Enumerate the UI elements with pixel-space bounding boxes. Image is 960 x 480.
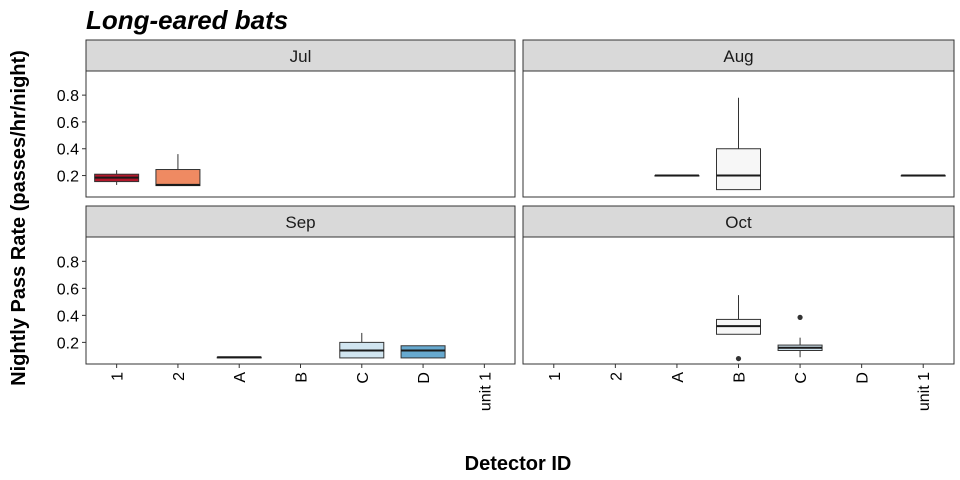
box-oct-C <box>777 314 823 358</box>
strip-aug <box>522 39 955 72</box>
x-tick-label: D <box>416 372 433 384</box>
box-body <box>155 169 201 187</box>
y-tick-label: 0.2 <box>57 169 79 186</box>
x-tick-label: 1 <box>110 372 127 381</box>
x-tick-label: C <box>793 372 810 384</box>
x-tick-label: unit 1 <box>477 372 494 411</box>
panel-border-jul <box>85 70 516 198</box>
strip-label-jul: Jul <box>290 47 312 66</box>
box-sep-A <box>216 356 262 359</box>
y-tick-label: 0.6 <box>57 115 79 132</box>
box-sep-D <box>400 345 446 359</box>
panel-border-sep <box>85 236 516 365</box>
box-aug-A <box>654 174 700 177</box>
strip-label-sep: Sep <box>285 213 315 232</box>
plot-area-jul <box>86 71 515 197</box>
box-oct-B <box>716 295 761 362</box>
y-tick-label: 0.8 <box>57 88 79 105</box>
panel-border-aug <box>522 70 955 198</box>
strip-jul <box>85 39 516 72</box>
y-axis-title: Nightly Pass Rate (passes/hr/night) <box>8 50 30 386</box>
x-tick-label: 2 <box>171 372 188 381</box>
x-tick-label: A <box>232 372 249 383</box>
panel-border-oct <box>522 236 955 365</box>
box-jul-2 <box>155 154 201 187</box>
strip-oct <box>522 205 955 238</box>
y-tick-label: 0.4 <box>57 142 79 159</box>
x-tick-label: B <box>294 372 311 383</box>
panel-jul: Jul 0.2 0.4 0.6 0.8 <box>57 39 516 198</box>
x-tick-label: 2 <box>608 372 625 381</box>
box-body <box>716 148 761 191</box>
outlier-point <box>735 355 742 362</box>
x-tick-label: B <box>732 372 749 383</box>
strip-sep <box>85 205 516 238</box>
box-jul-1 <box>94 170 140 185</box>
box-body <box>400 345 446 359</box>
x-tick-label: D <box>855 372 872 384</box>
y-tick-label: 0.2 <box>57 335 79 352</box>
y-tick-label: 0.6 <box>57 281 79 298</box>
strip-label-oct: Oct <box>725 213 752 232</box>
x-tick-label: C <box>355 372 372 384</box>
outlier-point <box>797 314 803 320</box>
box-aug-B <box>716 97 761 191</box>
box-sep-C <box>339 332 385 359</box>
x-axis-title: Detector ID <box>465 453 572 475</box>
panel-aug: Aug <box>522 39 955 198</box>
y-tick-label: 0.8 <box>57 254 79 271</box>
x-tick-label: 1 <box>547 372 564 381</box>
chart-title: Long-eared bats <box>86 5 288 35</box>
x-tick-label: unit 1 <box>916 372 933 411</box>
y-tick-label: 0.4 <box>57 308 79 325</box>
x-tick-label: A <box>670 372 687 383</box>
strip-label-aug: Aug <box>723 47 753 66</box>
box-aug-unit-1 <box>900 174 946 177</box>
plot-area-sep <box>86 237 515 364</box>
